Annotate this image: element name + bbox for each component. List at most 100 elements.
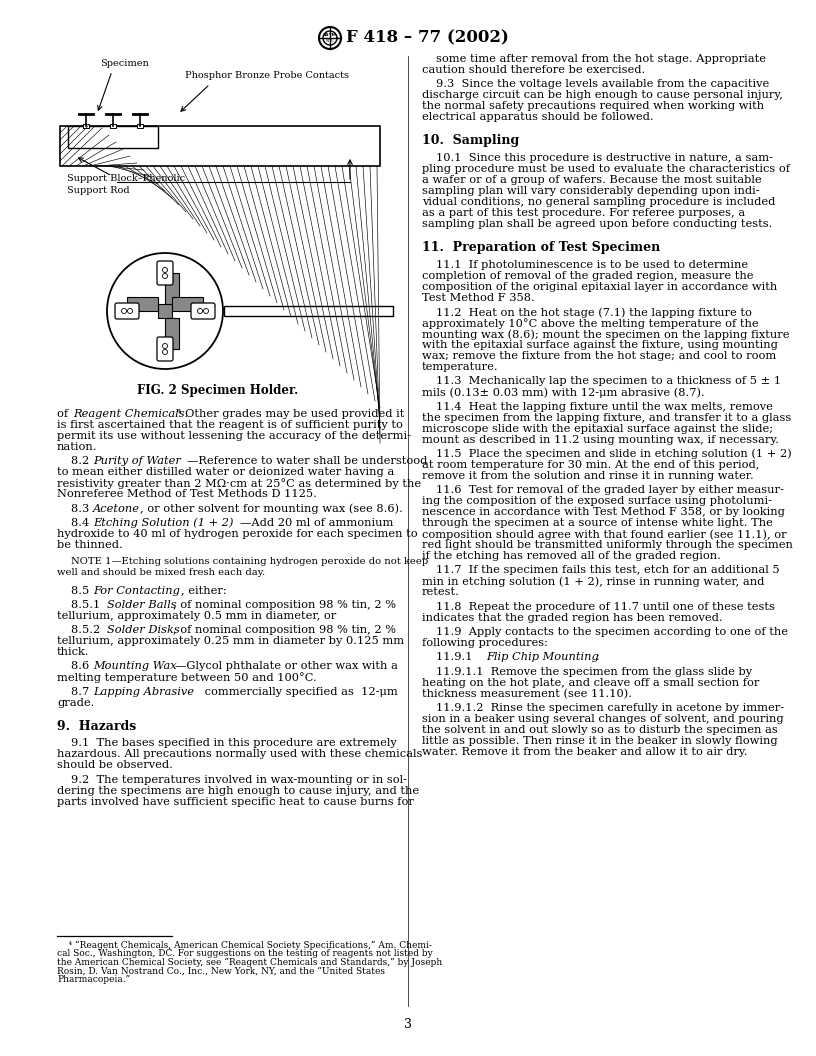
Text: wax; remove the fixture from the hot stage; and cool to room: wax; remove the fixture from the hot sta… xyxy=(422,351,776,361)
Text: Specimen: Specimen xyxy=(100,59,149,68)
Text: —Reference to water shall be understood: —Reference to water shall be understood xyxy=(187,456,428,467)
Text: 11.2  Heat on the hot stage (7.1) the lapping fixture to: 11.2 Heat on the hot stage (7.1) the lap… xyxy=(436,307,752,318)
Text: of: of xyxy=(57,409,72,419)
FancyBboxPatch shape xyxy=(191,303,215,319)
Text: following procedures:: following procedures: xyxy=(422,638,548,648)
Text: melting temperature between 50 and 100°C.: melting temperature between 50 and 100°C… xyxy=(57,673,317,683)
Text: Phosphor Bronze Probe Contacts: Phosphor Bronze Probe Contacts xyxy=(185,71,349,80)
Text: ⁴ Other grades may be used provided it: ⁴ Other grades may be used provided it xyxy=(177,409,405,419)
Text: 10.  Sampling: 10. Sampling xyxy=(422,134,519,147)
Text: the specimen from the lapping fixture, and transfer it to a glass: the specimen from the lapping fixture, a… xyxy=(422,413,792,422)
Text: 11.9.1.1  Remove the specimen from the glass slide by: 11.9.1.1 Remove the specimen from the gl… xyxy=(436,666,752,677)
Text: mounting wax (8.6); mount the specimen on the lapping fixture: mounting wax (8.6); mount the specimen o… xyxy=(422,329,790,340)
Text: water. Remove it from the beaker and allow it to air dry.: water. Remove it from the beaker and all… xyxy=(422,747,747,757)
Text: ing the composition of the exposed surface using photolumi-: ing the composition of the exposed surfa… xyxy=(422,496,772,506)
Text: 11.8  Repeat the procedure of 11.7 until one of these tests: 11.8 Repeat the procedure of 11.7 until … xyxy=(436,602,775,611)
FancyBboxPatch shape xyxy=(157,261,173,285)
Text: temperature.: temperature. xyxy=(422,362,499,372)
Text: Lapping Abrasive: Lapping Abrasive xyxy=(93,686,194,697)
Text: Pharmacopeia.”: Pharmacopeia.” xyxy=(57,975,131,984)
Text: :: : xyxy=(596,653,600,662)
Text: caution should therefore be exercised.: caution should therefore be exercised. xyxy=(422,65,645,75)
Text: 8.7: 8.7 xyxy=(71,686,96,697)
Text: Flip Chip Mounting: Flip Chip Mounting xyxy=(486,653,599,662)
Text: F 418 – 77 (2002): F 418 – 77 (2002) xyxy=(346,30,509,46)
Text: pling procedure must be used to evaluate the characteristics of: pling procedure must be used to evaluate… xyxy=(422,164,790,174)
Text: thick.: thick. xyxy=(57,647,90,657)
Text: resistivity greater than 2 MΩ·cm at 25°C as determined by the: resistivity greater than 2 MΩ·cm at 25°C… xyxy=(57,478,421,489)
Text: sampling plan will vary considerably depending upon indi-: sampling plan will vary considerably dep… xyxy=(422,186,760,196)
Text: , of nominal composition 98 % tin, 2 %: , of nominal composition 98 % tin, 2 % xyxy=(173,600,396,610)
Text: tellurium, approximately 0.5 mm in diameter, or: tellurium, approximately 0.5 mm in diame… xyxy=(57,610,336,621)
Text: approximately 10°C above the melting temperature of the: approximately 10°C above the melting tem… xyxy=(422,318,759,328)
Bar xyxy=(165,318,179,348)
Text: 11.3  Mechanically lap the specimen to a thickness of 5 ± 1: 11.3 Mechanically lap the specimen to a … xyxy=(436,376,781,386)
Bar xyxy=(137,124,143,128)
Text: Support Block–Phenolic: Support Block–Phenolic xyxy=(67,174,185,183)
Text: the solvent in and out slowly so as to disturb the specimen as: the solvent in and out slowly so as to d… xyxy=(422,725,778,735)
Text: 8.5.2: 8.5.2 xyxy=(71,625,108,635)
Text: microscope slide with the epitaxial surface against the slide;: microscope slide with the epitaxial surf… xyxy=(422,423,773,434)
Text: remove it from the solution and rinse it in running water.: remove it from the solution and rinse it… xyxy=(422,471,754,480)
Text: For Contacting: For Contacting xyxy=(93,585,180,596)
Text: vidual conditions, no general sampling procedure is included: vidual conditions, no general sampling p… xyxy=(422,197,775,207)
Text: hydroxide to 40 ml of hydrogen peroxide for each specimen to: hydroxide to 40 ml of hydrogen peroxide … xyxy=(57,529,418,539)
Text: Etching Solution (1 + 2): Etching Solution (1 + 2) xyxy=(93,517,233,528)
Bar xyxy=(110,124,116,128)
Text: should be observed.: should be observed. xyxy=(57,760,173,771)
Bar xyxy=(158,304,172,318)
Text: electrical apparatus should be followed.: electrical apparatus should be followed. xyxy=(422,112,654,122)
Text: NOTE 1—Etching solutions containing hydrogen peroxide do not keep: NOTE 1—Etching solutions containing hydr… xyxy=(71,558,428,566)
Text: nation.: nation. xyxy=(57,442,97,452)
Text: be thinned.: be thinned. xyxy=(57,540,122,550)
Text: 10.1  Since this procedure is destructive in nature, a sam-: 10.1 Since this procedure is destructive… xyxy=(436,153,773,163)
Text: sion in a beaker using several changes of solvent, and pouring: sion in a beaker using several changes o… xyxy=(422,714,783,724)
Text: 8.6: 8.6 xyxy=(71,661,96,672)
Text: ⁴ “Reagent Chemicals, American Chemical Society Specifications,” Am. Chemi-: ⁴ “Reagent Chemicals, American Chemical … xyxy=(57,941,432,950)
Text: a wafer or of a group of wafers. Because the most suitable: a wafer or of a group of wafers. Because… xyxy=(422,175,761,185)
Text: if the etching has removed all of the graded region.: if the etching has removed all of the gr… xyxy=(422,551,721,561)
Text: grade.: grade. xyxy=(57,698,95,708)
Text: 8.2: 8.2 xyxy=(71,456,96,467)
Text: mils (0.13± 0.03 mm) with 12-μm abrasive (8.7).: mils (0.13± 0.03 mm) with 12-μm abrasive… xyxy=(422,388,705,398)
Bar xyxy=(172,297,203,312)
Text: 8.5: 8.5 xyxy=(71,585,96,596)
Text: Mounting Wax: Mounting Wax xyxy=(93,661,176,672)
Text: Support Rod: Support Rod xyxy=(67,186,130,195)
Text: at room temperature for 30 min. At the end of this period,: at room temperature for 30 min. At the e… xyxy=(422,460,760,470)
Text: dering the specimens are high enough to cause injury, and the: dering the specimens are high enough to … xyxy=(57,786,419,796)
Text: , of nominal composition 98 % tin, 2 %: , of nominal composition 98 % tin, 2 % xyxy=(173,625,396,635)
Text: 11.5  Place the specimen and slide in etching solution (1 + 2): 11.5 Place the specimen and slide in etc… xyxy=(436,449,792,459)
Text: Solder Disks: Solder Disks xyxy=(107,625,180,635)
Text: 9.3  Since the voltage levels available from the capacitive: 9.3 Since the voltage levels available f… xyxy=(436,79,769,90)
Text: 8.5.1: 8.5.1 xyxy=(71,600,108,610)
Text: parts involved have sufficient specific heat to cause burns for: parts involved have sufficient specific … xyxy=(57,796,414,807)
Text: little as possible. Then rinse it in the beaker in slowly flowing: little as possible. Then rinse it in the… xyxy=(422,736,778,746)
Text: Rosin, D. Van Nostrand Co., Inc., New York, NY, and the “United States: Rosin, D. Van Nostrand Co., Inc., New Yo… xyxy=(57,966,385,976)
Text: 11.4  Heat the lapping fixture until the wax melts, remove: 11.4 Heat the lapping fixture until the … xyxy=(436,401,773,412)
Text: red light should be transmitted uniformly through the specimen: red light should be transmitted uniforml… xyxy=(422,541,793,550)
Text: composition of the original epitaxial layer in accordance with: composition of the original epitaxial la… xyxy=(422,282,778,291)
Text: is first ascertained that the reagent is of sufficient purity to: is first ascertained that the reagent is… xyxy=(57,420,403,430)
Text: well and should be mixed fresh each day.: well and should be mixed fresh each day. xyxy=(57,568,265,577)
Text: 9.2  The temperatures involved in wax-mounting or in sol-: 9.2 The temperatures involved in wax-mou… xyxy=(71,775,407,785)
Text: heating on the hot plate, and cleave off a small section for: heating on the hot plate, and cleave off… xyxy=(422,678,760,687)
Text: as a part of this test procedure. For referee purposes, a: as a part of this test procedure. For re… xyxy=(422,208,745,218)
Text: Purity of Water: Purity of Water xyxy=(93,456,181,467)
Text: 11.9.1: 11.9.1 xyxy=(436,653,480,662)
Bar xyxy=(83,124,89,128)
Bar xyxy=(68,126,158,148)
Text: 11.9  Apply contacts to the specimen according to one of the: 11.9 Apply contacts to the specimen acco… xyxy=(436,627,788,637)
Text: 11.7  If the specimen fails this test, etch for an additional 5: 11.7 If the specimen fails this test, et… xyxy=(436,566,779,576)
Text: the American Chemical Society, see “Reagent Chemicals and Standards,” by Joseph: the American Chemical Society, see “Reag… xyxy=(57,958,442,967)
Text: —Add 20 ml of ammonium: —Add 20 ml of ammonium xyxy=(240,517,393,528)
Text: to mean either distilled water or deionized water having a: to mean either distilled water or deioni… xyxy=(57,468,394,477)
Text: 8.4: 8.4 xyxy=(71,517,96,528)
Text: FIG. 2 Specimen Holder.: FIG. 2 Specimen Holder. xyxy=(137,384,298,397)
Text: nescence in accordance with Test Method F 358, or by looking: nescence in accordance with Test Method … xyxy=(422,507,785,517)
Text: sampling plan shall be agreed upon before conducting tests.: sampling plan shall be agreed upon befor… xyxy=(422,219,773,229)
Text: cal Soc., Washington, DC. For suggestions on the testing of reagents not listed : cal Soc., Washington, DC. For suggestion… xyxy=(57,949,432,959)
Text: with the epitaxial surface against the fixture, using mounting: with the epitaxial surface against the f… xyxy=(422,340,778,350)
FancyBboxPatch shape xyxy=(115,303,139,319)
Text: 8.3: 8.3 xyxy=(71,504,96,513)
